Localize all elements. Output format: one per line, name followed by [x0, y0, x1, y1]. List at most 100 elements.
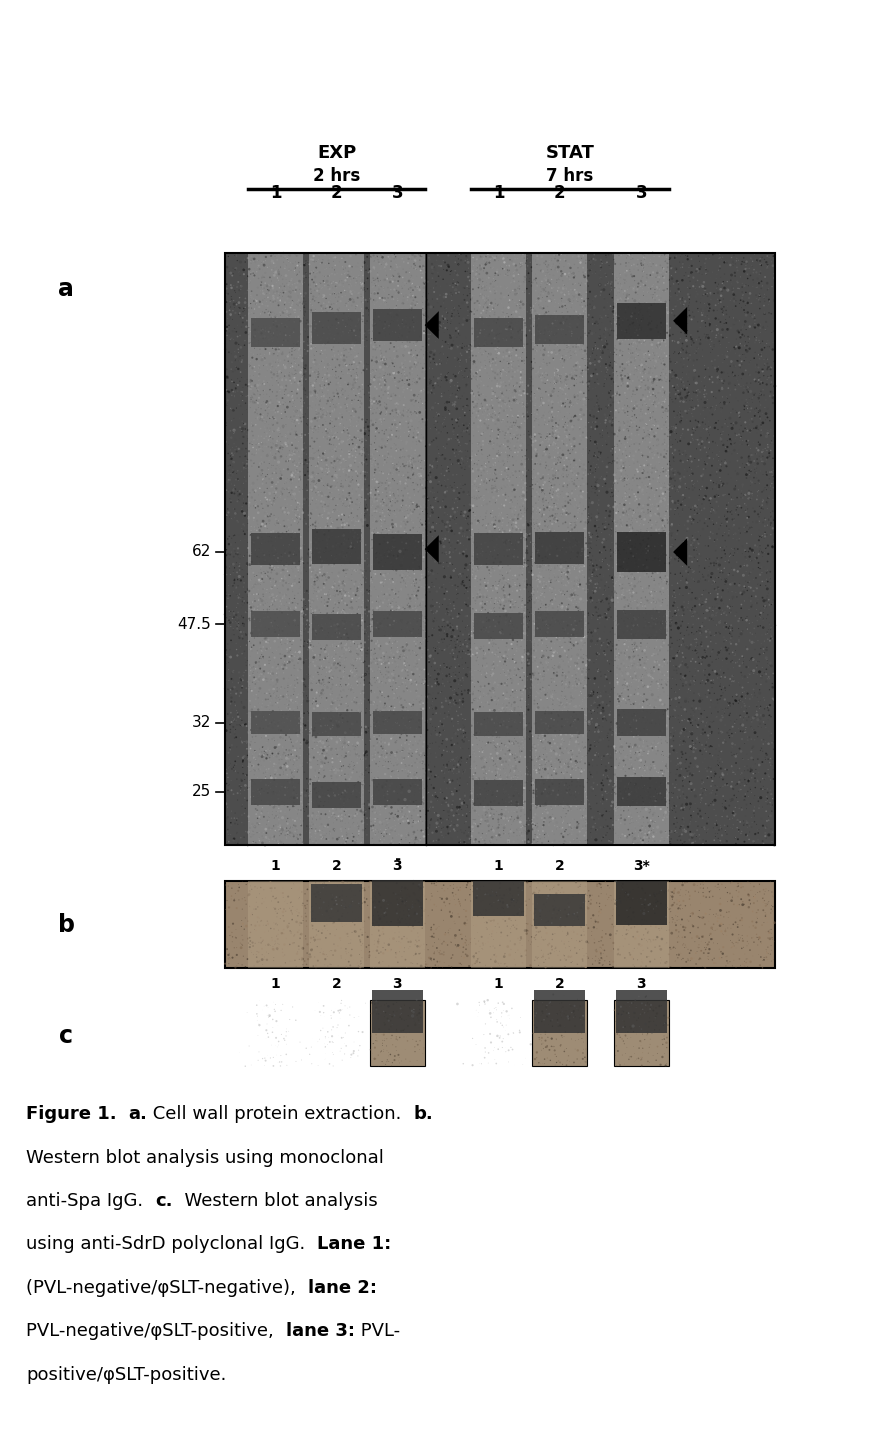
- Point: [749, 650, 763, 673]
- Point: [396, 384, 411, 407]
- Point: [359, 595, 374, 618]
- Point: [537, 503, 551, 526]
- Point: [351, 353, 365, 376]
- Point: [695, 650, 709, 673]
- Point: [419, 754, 433, 777]
- Point: [640, 381, 655, 405]
- Point: [488, 383, 502, 406]
- Point: [271, 715, 285, 738]
- Point: [675, 535, 689, 558]
- Point: [411, 624, 426, 647]
- Point: [398, 507, 412, 530]
- Point: [483, 736, 497, 759]
- Point: [566, 757, 581, 780]
- Point: [739, 698, 753, 721]
- Point: [570, 543, 584, 566]
- Point: [326, 337, 340, 360]
- Point: [646, 750, 660, 773]
- Point: [517, 814, 531, 837]
- Point: [255, 711, 269, 734]
- Point: [760, 649, 774, 672]
- Point: [399, 621, 413, 644]
- Point: [393, 367, 407, 390]
- Point: [767, 393, 781, 416]
- Point: [245, 782, 259, 805]
- Point: [412, 623, 426, 646]
- Point: [649, 1007, 663, 1030]
- Point: [480, 655, 494, 678]
- Point: [468, 384, 482, 407]
- Point: [436, 668, 450, 691]
- Point: [665, 675, 679, 698]
- Point: [567, 312, 581, 335]
- Point: [629, 780, 643, 803]
- Point: [528, 712, 542, 736]
- Point: [612, 715, 626, 738]
- Point: [720, 335, 734, 358]
- Point: [648, 1004, 663, 1027]
- Point: [432, 673, 446, 696]
- Point: [621, 366, 635, 389]
- Point: [750, 442, 764, 465]
- Point: [440, 475, 455, 499]
- Point: [751, 686, 765, 709]
- Point: [559, 499, 574, 522]
- Point: [459, 327, 473, 350]
- Point: [409, 773, 423, 796]
- Point: [537, 754, 551, 777]
- Point: [245, 754, 259, 777]
- Point: [411, 831, 425, 854]
- Point: [292, 559, 306, 582]
- Point: [283, 315, 297, 338]
- Point: [634, 1030, 648, 1053]
- Point: [508, 506, 522, 529]
- Point: [302, 811, 316, 834]
- Point: [692, 257, 707, 280]
- Point: [538, 753, 552, 776]
- Point: [503, 659, 517, 682]
- Point: [394, 773, 408, 796]
- Point: [367, 691, 381, 714]
- Point: [366, 603, 380, 626]
- Point: [299, 266, 313, 289]
- Point: [315, 636, 329, 659]
- Point: [576, 657, 590, 681]
- Point: [506, 627, 520, 650]
- Point: [567, 669, 581, 692]
- Point: [393, 610, 407, 633]
- Point: [271, 1051, 285, 1074]
- Point: [319, 376, 333, 399]
- Point: [371, 452, 385, 475]
- Point: [348, 376, 362, 399]
- Point: [283, 337, 297, 360]
- Point: [639, 321, 653, 344]
- Point: [663, 381, 677, 405]
- Point: [342, 803, 356, 827]
- Point: [436, 314, 450, 337]
- Point: [277, 329, 291, 353]
- Point: [492, 519, 507, 542]
- Point: [247, 575, 261, 598]
- Point: [291, 652, 305, 675]
- Point: [578, 633, 592, 656]
- Point: [244, 370, 258, 393]
- Point: [273, 642, 287, 665]
- Point: [608, 409, 622, 432]
- Point: [670, 662, 684, 685]
- Point: [406, 699, 420, 722]
- Point: [322, 277, 337, 301]
- Point: [223, 556, 237, 579]
- Point: [324, 899, 338, 922]
- Point: [685, 763, 700, 786]
- Point: [366, 308, 381, 331]
- Point: [441, 332, 455, 355]
- Point: [319, 705, 333, 728]
- Point: [443, 540, 457, 564]
- Point: [452, 562, 466, 585]
- Point: [562, 334, 576, 357]
- Point: [389, 514, 403, 538]
- Bar: [474, 318, 523, 347]
- Point: [559, 923, 574, 946]
- Point: [665, 256, 679, 279]
- Point: [637, 286, 651, 309]
